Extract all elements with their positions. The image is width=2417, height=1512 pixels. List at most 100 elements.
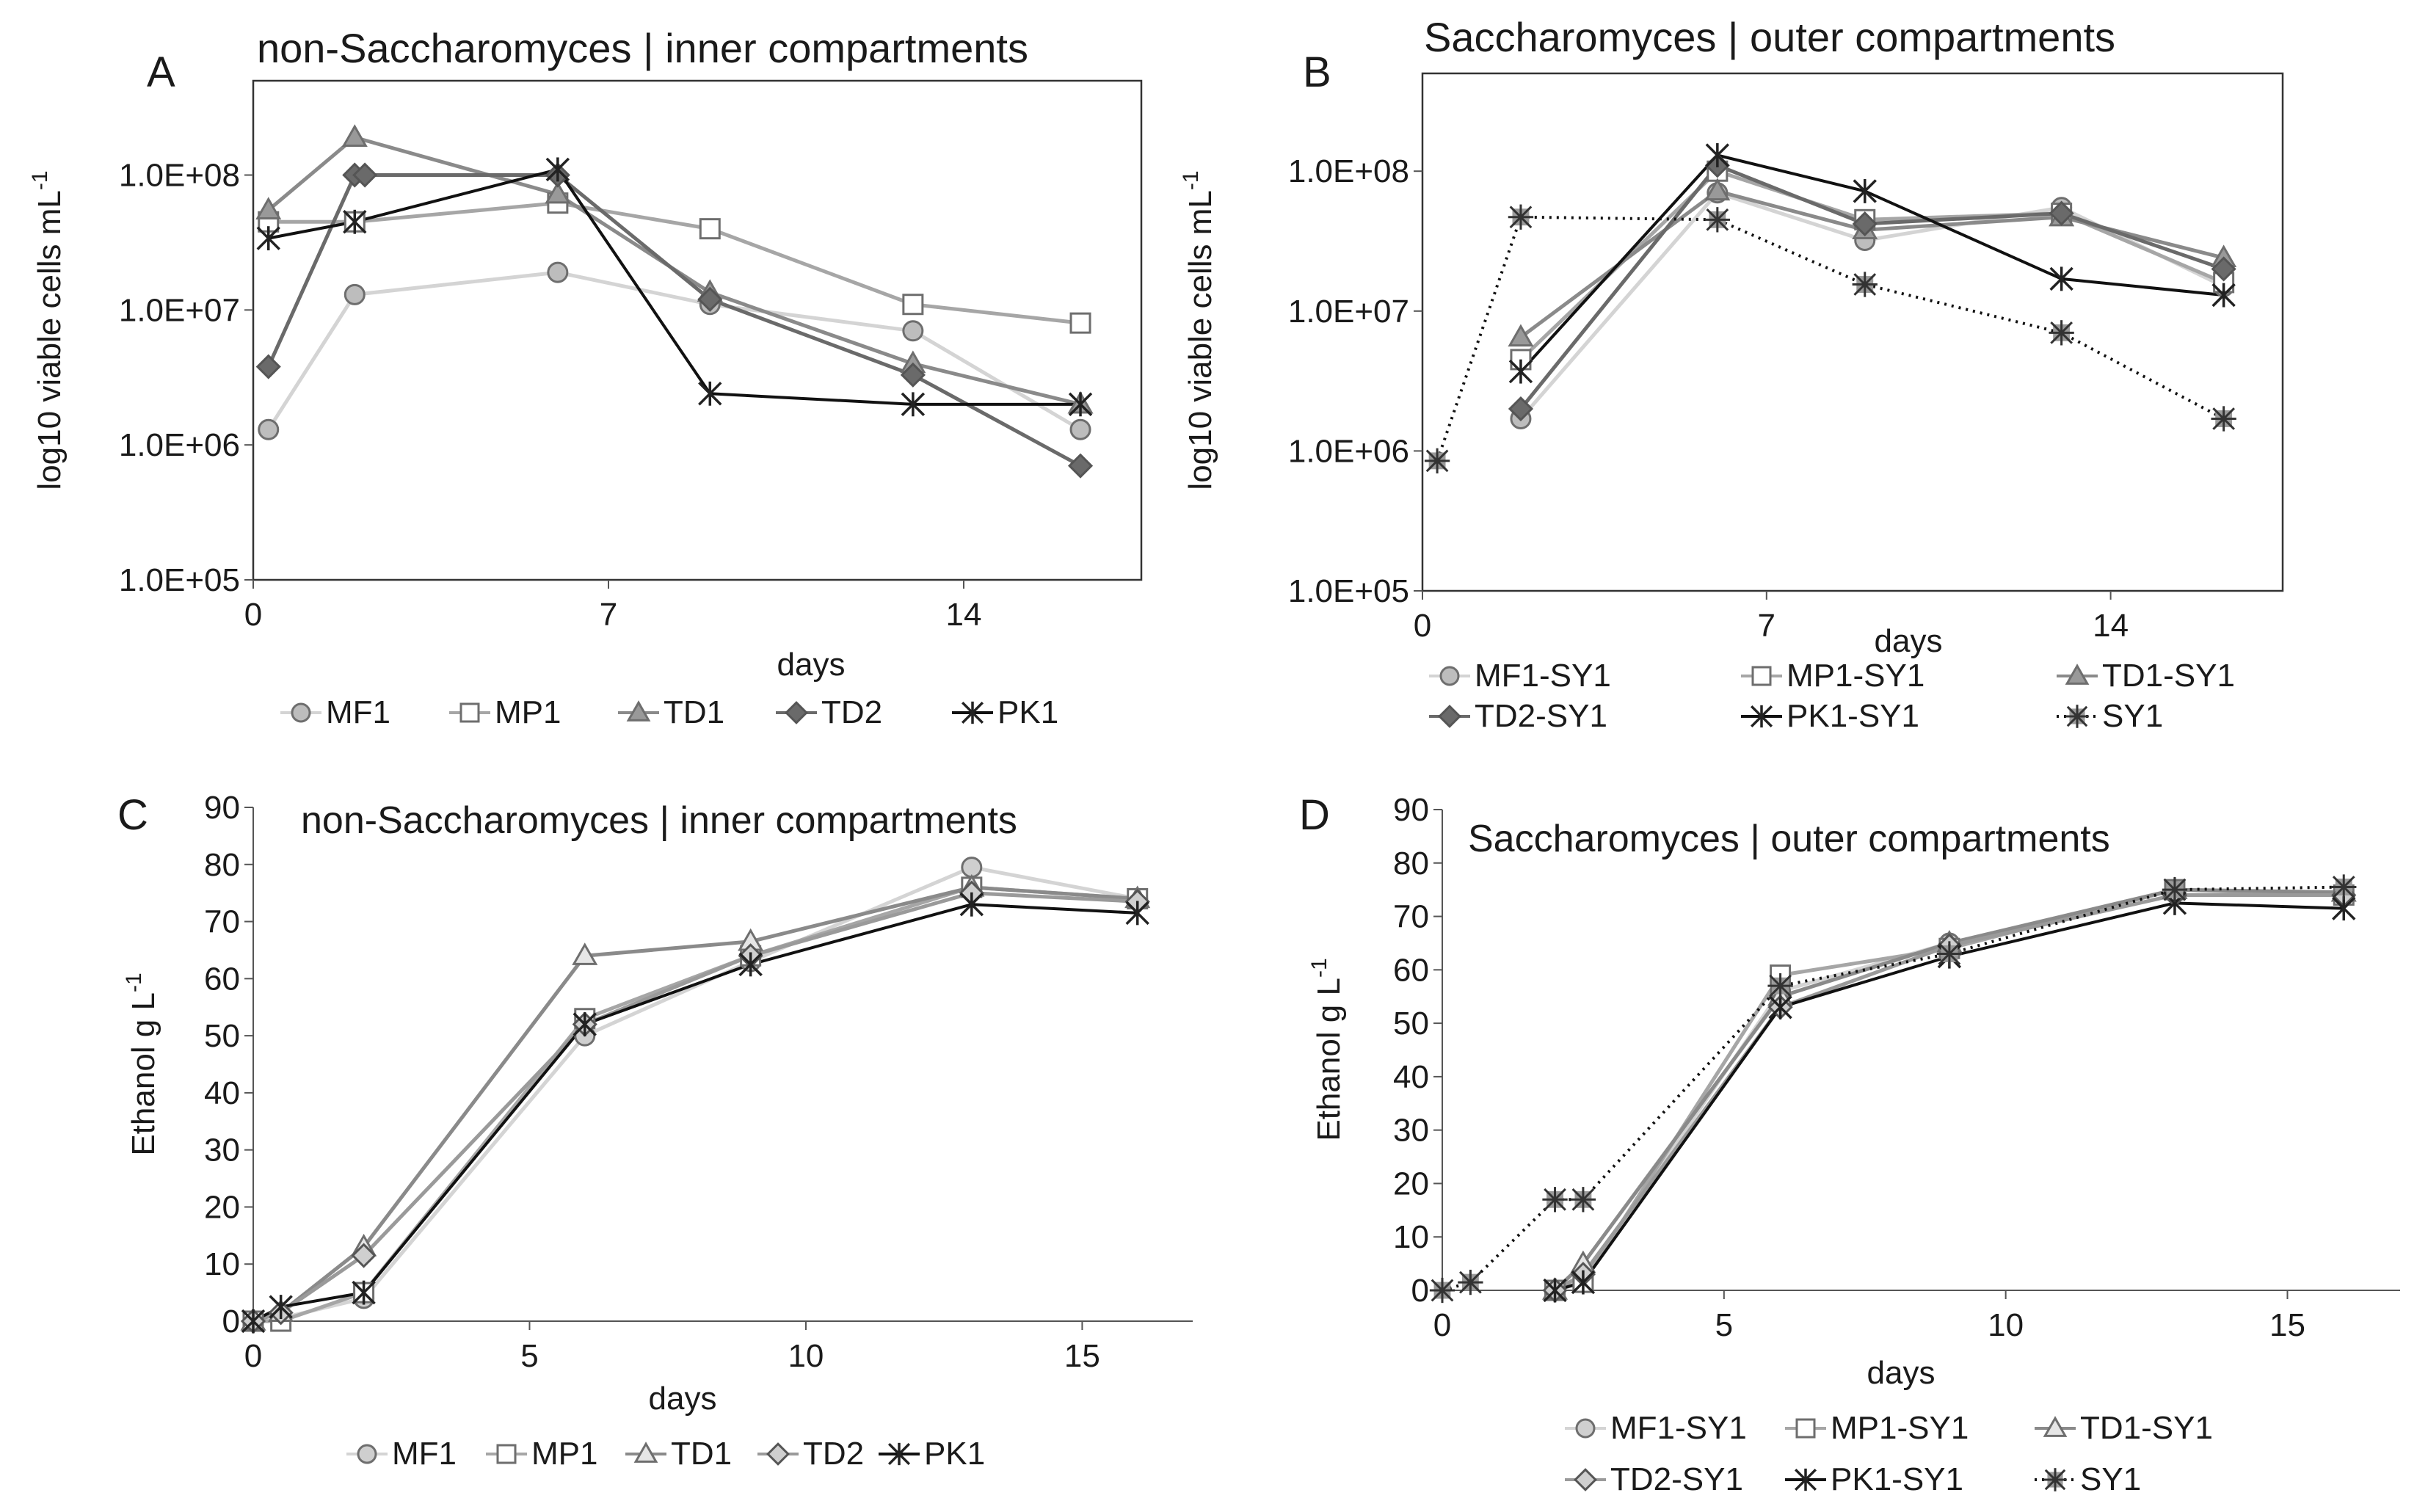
panel-a-legend: MF1 MP1 TD1 TD2 PK1 [280, 694, 1058, 730]
panel-c-y-tick-label: 70 [204, 904, 240, 940]
panel-d-data-point-sy1 [1570, 1187, 1596, 1213]
panel-c-series-line-mf1 [252, 865, 1138, 1323]
panel-d-legend-label: PK1-SY1 [1831, 1461, 1963, 1497]
panel-d-series-line-sy1 [1442, 885, 2344, 1292]
panel-b-x-tick-label: 7 [1758, 608, 1776, 644]
panel-b-legend-item-pk1-sy1: PK1-SY1 [1741, 698, 1919, 734]
panel-a-data-point-td2 [255, 354, 281, 379]
panel-d-axes: 0 10 20 30 40 50 60 70 80 90 0 5 10 15 [1393, 792, 2400, 1343]
panel-c-y-tick-label: 60 [204, 961, 240, 997]
panel-c-x-tick-label: 15 [1064, 1338, 1100, 1374]
panel-d-letter: D [1299, 791, 1330, 839]
panel-a-series-line-pk1 [268, 167, 1081, 406]
panel-c-data-point-pk1 [241, 1309, 266, 1334]
panel-d-data-point-sy1 [2331, 874, 2357, 900]
panel-c-y-tick-label: 40 [204, 1075, 240, 1111]
panel-c-legend: MF1 MP1 TD1 TD2 PK1 [346, 1436, 985, 1472]
panel-b-series-group [1424, 143, 2237, 474]
panel-b-legend-swatch-marker [1439, 666, 1460, 686]
panel-c-axes: 0 10 20 30 40 50 60 70 80 90 0 5 10 15 [204, 790, 1193, 1374]
panel-d-legend-label: SY1 [2080, 1461, 2141, 1497]
panel-c-data-point-pk1 [1125, 901, 1149, 926]
panel-d-y-tick-label: 50 [1393, 1006, 1429, 1042]
panel-c-data-point-mf1 [961, 857, 983, 879]
panel-c-series-group [240, 857, 1151, 1334]
panel-b-legend-label: TD1-SY1 [2102, 658, 2235, 694]
panel-a-data-point-mf1 [344, 283, 366, 305]
panel-d-y-tick-label: 20 [1393, 1166, 1429, 1202]
panel-d-y-tick-label: 60 [1393, 952, 1429, 988]
panel-a-legend-swatch-marker [626, 700, 651, 722]
panel-d-y-tick-label: 10 [1393, 1219, 1429, 1255]
panel-b-legend-item-mp1-sy1: MP1-SY1 [1741, 658, 1924, 694]
panel-a-y-axis-label-sup: -1 [28, 170, 52, 190]
panel-b-data-point-sy1 [1424, 448, 1450, 474]
panel-c-data-point-pk1 [959, 892, 984, 917]
panel-d-legend-swatch-marker [2043, 1468, 2067, 1491]
panel-c-y-tick-label: 20 [204, 1189, 240, 1225]
panel-d-y-axis-label: Ethanol g L-1 [1307, 958, 1347, 1141]
panel-c-legend-item-mp1: MP1 [486, 1436, 597, 1472]
panel-a-legend-item-mf1: MF1 [280, 694, 390, 730]
panel-c-y-tick-label: 10 [204, 1246, 240, 1282]
panel-a-legend-label: MF1 [326, 694, 390, 730]
panel-d-y-tick-label: 90 [1393, 792, 1429, 828]
panel-c-legend-label: MF1 [392, 1436, 457, 1472]
panel-b-data-point-sy1 [1508, 204, 1534, 230]
panel-c-legend-label: PK1 [924, 1436, 985, 1472]
panel-a-data-point-pk1 [545, 157, 570, 182]
panel-d-y-tick-label: 80 [1393, 846, 1429, 882]
panel-d-series-group [1429, 874, 2357, 1304]
panel-a-data-point-td2 [697, 286, 723, 312]
panel-b-legend-item-sy1: SY1 [2057, 698, 2163, 734]
panel-b-data-point-sy1 [2211, 406, 2236, 432]
panel-a-data-point-mp1 [1069, 312, 1091, 334]
panel-a-legend-label: TD1 [664, 694, 724, 730]
panel-c-legend-label: TD1 [671, 1436, 732, 1472]
panel-a-data-point-td1 [545, 181, 571, 204]
panel-d-data-point-sy1 [1458, 1269, 1483, 1295]
panel-a-data-point-mf1 [1069, 418, 1091, 440]
panel-b-data-point-td1-sy1 [1704, 178, 1731, 201]
panel-c-series-line-td2 [252, 891, 1138, 1323]
panel-b-legend-swatch-marker [2065, 664, 2090, 685]
panel-d-legend-item-td1-sy1: TD1-SY1 [2035, 1410, 2213, 1446]
panel-c-y-tick-label: 90 [204, 790, 240, 826]
panel-a-legend-item-td2: TD2 [776, 694, 882, 730]
panel-a-data-point-td2 [352, 162, 378, 188]
panel-d-legend-item-td2-sy1: TD2-SY1 [1565, 1461, 1743, 1497]
panel-c-y-axis-label-main: Ethanol g L [126, 992, 161, 1156]
panel-d-legend-label: MP1-SY1 [1831, 1410, 1969, 1446]
panel-a-letter: A [147, 48, 175, 96]
panel-a-data-point-td2 [1067, 453, 1094, 479]
panel-b-data-point-pk1-sy1 [1705, 143, 1730, 167]
panel-b-data-point-pk1-sy1 [2049, 266, 2073, 291]
panel-b: B Saccharomyces | outer compartments 1.0E+… [1179, 14, 2284, 734]
panel-a-y-tick-label: 1.0E+06 [119, 427, 240, 463]
panel-a-x-tick-label: 7 [600, 597, 617, 633]
panel-c-legend-swatch-marker [496, 1444, 517, 1464]
panel-a-y-axis-label-main: log10 viable cells mL [32, 190, 68, 490]
panel-b-legend-swatch-marker [2065, 705, 2089, 728]
panel-a-data-point-pk1 [343, 209, 367, 234]
panel-a-data-point-td1 [255, 197, 282, 219]
panel-b-y-tick-label: 1.0E+06 [1288, 433, 1409, 469]
panel-a-data-point-mf1 [258, 418, 280, 440]
panel-c-y-tick-label: 50 [204, 1018, 240, 1054]
panel-b-title: Saccharomyces | outer compartments [1424, 14, 2115, 60]
panel-b-x-tick-label: 14 [2093, 608, 2129, 644]
panel-c-legend-swatch-marker [766, 1442, 790, 1466]
panel-b-y-tick-label: 1.0E+08 [1288, 153, 1409, 189]
panel-c-data-point-td2 [351, 1243, 377, 1268]
panel-d-legend-item-mp1-sy1: MP1-SY1 [1785, 1410, 1969, 1446]
panel-a-x-axis-label: days [777, 647, 846, 683]
panel-c-x-tick-label: 10 [788, 1338, 824, 1374]
panel-d-y-axis-label-sup: -1 [1307, 958, 1331, 978]
panel-b-legend-swatch-marker [1751, 666, 1772, 686]
panel-a-data-point-pk1 [901, 392, 926, 417]
panel-b-legend-label: MP1-SY1 [1787, 658, 1924, 694]
panel-b-legend-label: TD2-SY1 [1475, 698, 1607, 734]
panel-c-x-tick-label: 5 [520, 1338, 538, 1374]
panel-b-legend-item-td1-sy1: TD1-SY1 [2057, 658, 2235, 694]
